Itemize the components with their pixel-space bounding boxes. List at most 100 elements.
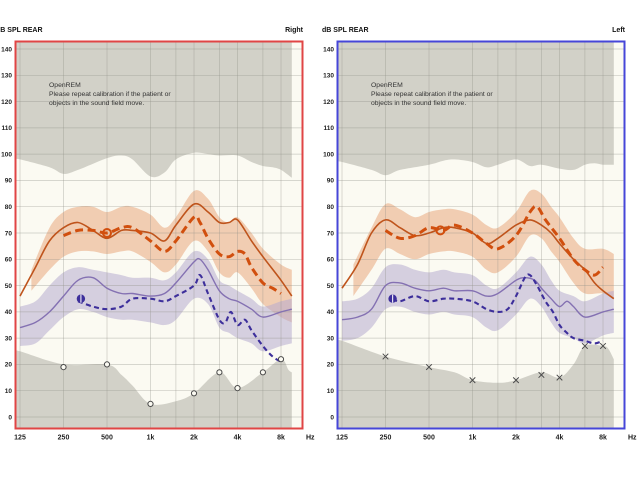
upper-limit-region	[16, 42, 292, 178]
svg-text:100: 100	[1, 151, 12, 158]
svg-text:130: 130	[1, 73, 12, 80]
svg-text:OpenREM: OpenREM	[49, 82, 81, 89]
x-axis-unit-label: Hz	[306, 435, 315, 442]
threshold-x-marker[interactable]	[581, 342, 589, 350]
svg-text:500: 500	[101, 435, 113, 442]
svg-text:80: 80	[5, 204, 13, 211]
svg-text:60: 60	[327, 257, 335, 264]
orange-curve-cursor-marker[interactable]	[435, 225, 446, 236]
svg-text:60: 60	[5, 257, 13, 264]
upper-limit-region	[338, 42, 614, 176]
threshold-x-marker[interactable]	[556, 374, 563, 381]
x-axis-labels: 125 250 500 1k 2k 4k 8k	[14, 435, 285, 442]
threshold-x-marker[interactable]	[469, 377, 476, 384]
threshold-circle-marker[interactable]	[234, 385, 241, 392]
svg-text:20: 20	[5, 362, 13, 369]
svg-text:2k: 2k	[190, 435, 198, 442]
threshold-x-marker[interactable]	[512, 377, 520, 384]
soft-level-target-curve	[392, 273, 604, 345]
svg-text:4k: 4k	[234, 435, 242, 442]
svg-text:8k: 8k	[277, 435, 285, 442]
threshold-x-marker[interactable]	[382, 353, 389, 360]
panel-right-ear: dB SPL REAR Right 140 130 120 110 100 90 80 70 6…	[0, 27, 320, 457]
svg-text:1k: 1k	[469, 435, 477, 442]
threshold-x-marker[interactable]	[425, 363, 433, 371]
svg-text:Please repeat calibration if t: Please repeat calibration if the patient…	[49, 91, 171, 98]
svg-text:125: 125	[14, 435, 26, 442]
svg-text:0: 0	[8, 414, 12, 421]
threshold-circle-marker[interactable]	[259, 369, 266, 376]
threshold-x-marker[interactable]	[538, 371, 545, 379]
svg-text:140: 140	[323, 46, 334, 53]
svg-text:125: 125	[336, 435, 348, 442]
svg-text:30: 30	[5, 335, 13, 342]
svg-text:0: 0	[330, 414, 334, 421]
svg-text:70: 70	[5, 230, 13, 237]
svg-text:objects in the sound field mov: objects in the sound field move.	[371, 100, 466, 107]
threshold-circle-marker[interactable]	[147, 400, 154, 407]
threshold-x-marker[interactable]	[599, 342, 607, 350]
threshold-region	[16, 350, 292, 428]
svg-text:140: 140	[1, 46, 12, 53]
soft-level-measured-curve	[19, 257, 292, 329]
threshold-circle-marker[interactable]	[190, 390, 198, 397]
svg-text:8k: 8k	[599, 435, 607, 442]
soft-level-target-curve	[77, 273, 282, 363]
svg-text:90: 90	[5, 178, 13, 185]
svg-text:500: 500	[423, 435, 435, 442]
audiogram-threshold-symbols	[382, 342, 607, 384]
ear-side-label-left: Left	[612, 27, 625, 34]
orange-curve-cursor-marker[interactable]	[102, 228, 112, 238]
panel-left-ear: dB SPL REAR Left 140 130 120 110 100 90 80 70 60…	[322, 27, 640, 457]
panel-border	[14, 40, 304, 430]
panel-left-header: dB SPL REAR Left	[322, 27, 640, 38]
gridlines	[15, 41, 303, 429]
svg-text:90: 90	[327, 178, 335, 185]
svg-text:50: 50	[5, 283, 13, 290]
rear-measured-curve	[19, 202, 293, 297]
ear-side-label-right: Right	[285, 27, 303, 34]
threshold-circle-marker[interactable]	[277, 356, 285, 363]
svg-text:250: 250	[380, 435, 392, 442]
gridlines	[337, 41, 625, 429]
soft-level-measured-curve	[341, 276, 614, 321]
svg-text:120: 120	[1, 99, 12, 106]
svg-text:100: 100	[323, 151, 334, 158]
svg-text:20: 20	[327, 362, 335, 369]
orange-target-band	[353, 189, 614, 299]
threshold-circle-marker[interactable]	[103, 361, 111, 368]
svg-text:2k: 2k	[512, 435, 520, 442]
svg-text:OpenREM: OpenREM	[371, 82, 403, 89]
svg-text:1k: 1k	[147, 435, 155, 442]
threshold-circle-marker[interactable]	[216, 369, 223, 376]
svg-text:Please repeat calibration if t: Please repeat calibration if the patient…	[371, 91, 493, 98]
threshold-circle-marker[interactable]	[60, 364, 67, 371]
purple-target-band	[342, 256, 614, 344]
rear-target-curve	[384, 204, 605, 277]
svg-text:110: 110	[324, 125, 335, 132]
svg-text:70: 70	[327, 230, 335, 237]
chart-title-left: dB SPL REAR	[322, 27, 369, 34]
chart-title-right: dB SPL REAR	[0, 27, 43, 34]
svg-text:40: 40	[327, 309, 335, 316]
svg-text:130: 130	[323, 73, 334, 80]
svg-text:40: 40	[5, 309, 13, 316]
svg-text:50: 50	[327, 283, 335, 290]
svg-text:80: 80	[327, 204, 335, 211]
x-axis-unit-label: Hz	[628, 435, 637, 442]
svg-text:250: 250	[58, 435, 70, 442]
svg-text:10: 10	[5, 388, 13, 395]
panel-right-header: dB SPL REAR Right	[0, 27, 320, 38]
svg-text:110: 110	[2, 125, 13, 132]
threshold-region	[338, 339, 614, 428]
svg-text:10: 10	[327, 388, 335, 395]
panel-border	[336, 40, 626, 430]
svg-text:4k: 4k	[556, 435, 564, 442]
calibration-warning-text: OpenREM Please repeat calibration if the …	[49, 82, 171, 107]
x-axis-labels: 125 250 500 1k 2k 4k 8k	[336, 435, 607, 442]
